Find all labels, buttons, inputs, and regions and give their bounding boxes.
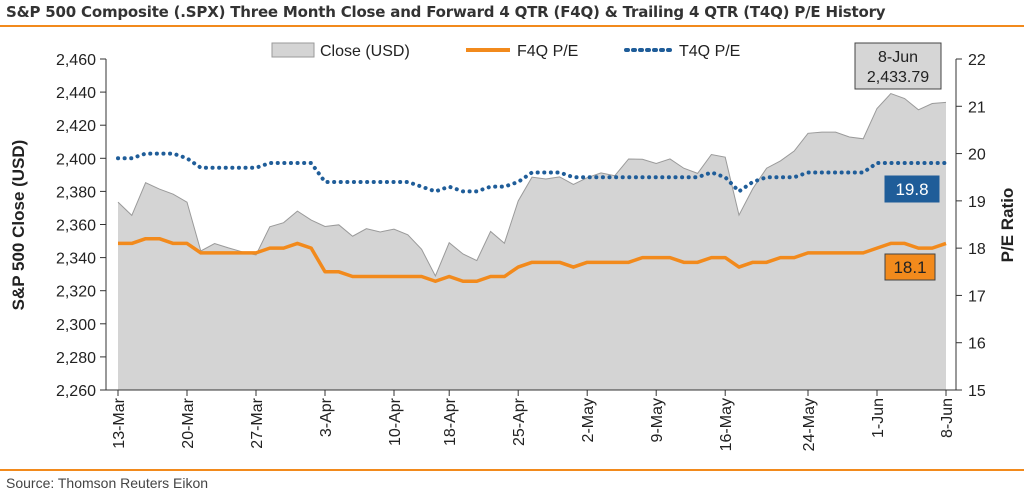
f4q-annotation-box [884, 253, 936, 281]
right-axis-title: P/E Ratio [998, 188, 1017, 263]
right-tick-label: 16 [968, 336, 986, 353]
left-tick-label: 2,340 [56, 251, 96, 268]
right-tick-label: 20 [968, 147, 986, 164]
left-tick-label: 2,260 [56, 383, 96, 400]
close-area [118, 93, 946, 390]
left-ticks: 2,260 2,280 2,300 2,320 2,340 2,360 2,380 2,400… [56, 52, 106, 400]
close-annotation-date: 8-Jun [878, 49, 918, 66]
close-annotation-box [854, 42, 942, 90]
close-line [117, 93, 947, 278]
t4q-annotation: 19.8 [884, 175, 940, 203]
legend-label-f4q: F4Q P/E [517, 43, 578, 60]
x-tick-label: 9-May [649, 398, 666, 442]
right-tick-label: 18 [968, 241, 986, 258]
right-tick-label: 21 [968, 99, 986, 116]
f4q-annotation-value: 18.1 [893, 258, 926, 277]
top-rule [0, 25, 1024, 27]
x-tick-label: 20-Mar [180, 397, 197, 448]
left-tick-label: 2,440 [56, 85, 96, 102]
x-ticks: 13-Mar 20-Mar 27-Mar 3-Apr 10-Apr 18-Apr 25-Ap… [111, 390, 956, 451]
close-annotation: 8-Jun 2,433.79 [854, 42, 942, 90]
x-tick-label: 18-Apr [442, 397, 459, 446]
t4q-annotation-box [884, 175, 940, 203]
right-tick-label: 17 [968, 288, 986, 305]
legend-swatch-close [271, 42, 315, 58]
legend: Close (USD) F4Q P/E T4Q P/E [271, 42, 740, 60]
left-tick-label: 2,460 [56, 52, 96, 69]
f4q-annotation: 18.1 [884, 253, 936, 281]
t4q-annotation-value: 19.8 [895, 180, 928, 199]
right-tick-label: 19 [968, 194, 986, 211]
left-tick-label: 2,400 [56, 151, 96, 168]
x-tick-label: 8-Jun [939, 398, 956, 438]
right-ticks: 15 16 17 18 19 20 21 22 [956, 52, 986, 400]
x-tick-label: 10-Apr [387, 397, 404, 446]
right-tick-label: 15 [968, 383, 986, 400]
chart-title: S&P 500 Composite (.SPX) Three Month Clo… [6, 3, 886, 21]
t4q-line [116, 151, 948, 195]
x-tick-label: 27-Mar [249, 397, 266, 448]
source-note: Source: Thomson Reuters Eikon [6, 475, 209, 491]
pe-lines-layer [116, 151, 948, 283]
x-tick-label: 13-Mar [111, 397, 128, 448]
close-annotation-value: 2,433.79 [867, 69, 929, 86]
x-tick-label: 24-May [801, 398, 818, 451]
x-tick-label: 16-May [718, 398, 735, 451]
left-axis-title: S&P 500 Close (USD) [9, 140, 28, 311]
right-tick-label: 22 [968, 52, 986, 69]
left-tick-label: 2,320 [56, 284, 96, 301]
x-tick-label: 2-May [580, 398, 597, 442]
x-tick-label: 1-Jun [870, 398, 887, 438]
left-tick-label: 2,360 [56, 218, 96, 235]
left-tick-label: 2,300 [56, 317, 96, 334]
left-tick-label: 2,420 [56, 118, 96, 135]
x-tick-label: 3-Apr [318, 397, 335, 437]
legend-label-close: Close (USD) [320, 43, 410, 60]
f4q-line [118, 236, 947, 283]
x-tick-label: 25-Apr [511, 397, 528, 446]
bottom-rule [0, 469, 1024, 471]
chart-svg: 2,260 2,280 2,300 2,320 2,340 2,360 2,380 2,400… [9, 42, 1017, 451]
close-area-layer [117, 93, 947, 390]
legend-label-t4q: T4Q P/E [679, 43, 740, 60]
left-tick-label: 2,280 [56, 350, 96, 367]
left-tick-label: 2,380 [56, 184, 96, 201]
